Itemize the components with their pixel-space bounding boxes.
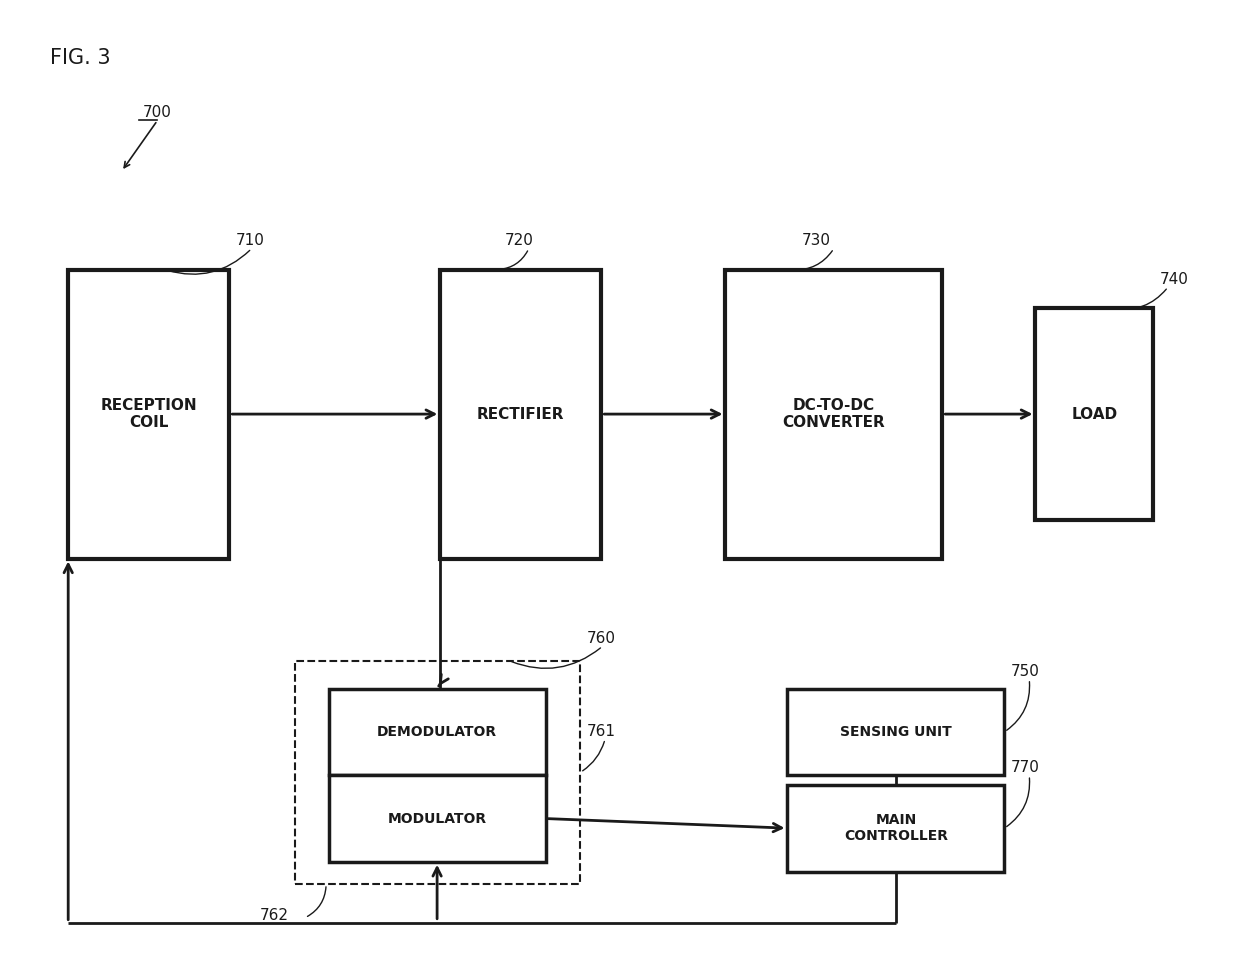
Text: MODULATOR: MODULATOR (388, 812, 486, 825)
Bar (725, 270, 942, 559)
Bar (68, 270, 229, 559)
Text: 730: 730 (801, 233, 831, 248)
Text: LOAD: LOAD (1071, 406, 1117, 422)
Text: 740: 740 (1159, 272, 1188, 287)
Text: 770: 770 (1011, 760, 1039, 775)
Text: MAIN
CONTROLLER: MAIN CONTROLLER (844, 813, 947, 844)
Text: 760: 760 (587, 631, 615, 646)
Text: 710: 710 (236, 233, 264, 248)
Bar (1035, 308, 1153, 520)
Text: RECEPTION
COIL: RECEPTION COIL (100, 398, 197, 430)
Text: SENSING UNIT: SENSING UNIT (839, 725, 952, 739)
Bar (295, 661, 580, 884)
Bar (787, 785, 1004, 872)
Text: FIG. 3: FIG. 3 (50, 48, 110, 68)
Text: DC-TO-DC
CONVERTER: DC-TO-DC CONVERTER (782, 398, 885, 430)
Bar (329, 775, 546, 862)
Text: DEMODULATOR: DEMODULATOR (377, 725, 497, 739)
Text: 720: 720 (505, 233, 533, 248)
Bar (440, 270, 601, 559)
Text: 700: 700 (143, 105, 171, 120)
Bar (787, 689, 1004, 775)
Text: 761: 761 (587, 724, 615, 739)
Text: 750: 750 (1011, 664, 1039, 679)
Text: 762: 762 (260, 907, 289, 923)
Text: RECTIFIER: RECTIFIER (477, 406, 564, 422)
Bar (329, 689, 546, 775)
